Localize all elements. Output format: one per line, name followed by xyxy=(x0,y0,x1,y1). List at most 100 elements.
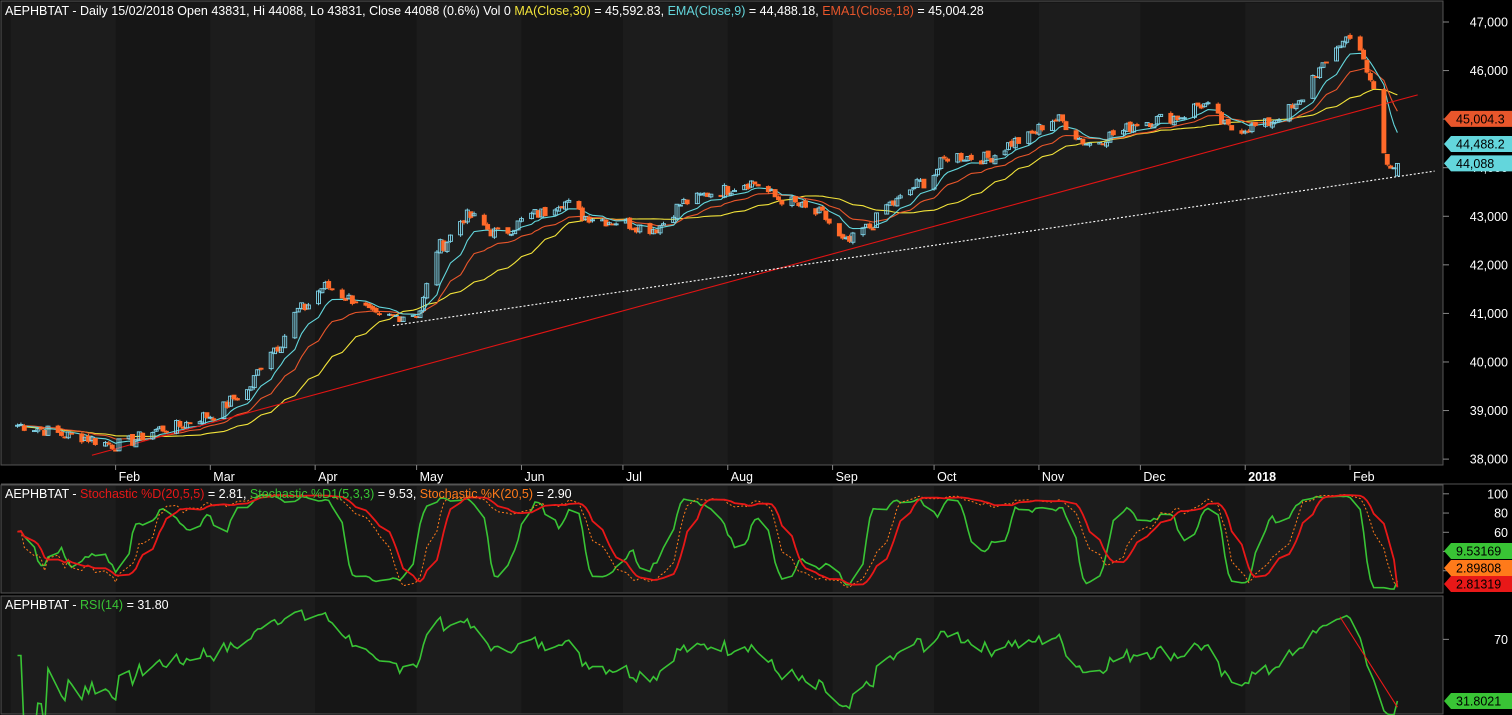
candle[interactable] xyxy=(579,206,585,222)
candle[interactable] xyxy=(228,395,234,407)
candle[interactable] xyxy=(1168,111,1174,125)
candle[interactable] xyxy=(1080,138,1086,146)
candle[interactable] xyxy=(684,199,690,206)
candle[interactable] xyxy=(661,221,666,226)
candle[interactable] xyxy=(654,229,660,234)
candle[interactable] xyxy=(613,222,619,226)
candle[interactable] xyxy=(515,220,521,231)
candle[interactable] xyxy=(1300,99,1306,103)
candle[interactable] xyxy=(140,432,146,441)
candle[interactable] xyxy=(295,307,301,313)
candle[interactable] xyxy=(1317,66,1323,79)
candle[interactable] xyxy=(410,314,416,317)
candle[interactable] xyxy=(1286,104,1292,123)
candle[interactable] xyxy=(59,430,64,437)
candle[interactable] xyxy=(914,177,920,188)
candle[interactable] xyxy=(989,157,995,163)
candle[interactable] xyxy=(1388,164,1394,169)
candle[interactable] xyxy=(542,206,548,217)
candle[interactable] xyxy=(1205,101,1211,106)
candle[interactable] xyxy=(434,250,440,287)
candle[interactable] xyxy=(725,185,731,196)
candle[interactable] xyxy=(278,346,284,354)
candle[interactable] xyxy=(958,152,964,163)
candle[interactable] xyxy=(224,400,230,409)
candle[interactable] xyxy=(197,420,203,425)
candle[interactable] xyxy=(133,439,139,448)
candle[interactable] xyxy=(674,203,680,221)
candle[interactable] xyxy=(1391,167,1397,170)
candle[interactable] xyxy=(820,205,825,211)
candle[interactable] xyxy=(393,314,399,317)
candle[interactable] xyxy=(255,369,261,376)
candle[interactable] xyxy=(935,168,940,177)
candle[interactable] xyxy=(1009,139,1015,148)
candle[interactable] xyxy=(508,233,514,237)
candle[interactable] xyxy=(417,309,423,319)
candle[interactable] xyxy=(941,154,947,160)
candle[interactable] xyxy=(776,195,781,201)
candle[interactable] xyxy=(840,233,846,240)
candle[interactable] xyxy=(187,422,193,425)
candle[interactable] xyxy=(21,423,27,432)
candle[interactable] xyxy=(1344,36,1350,45)
candle[interactable] xyxy=(1357,35,1363,51)
candle[interactable] xyxy=(884,203,890,215)
candle[interactable] xyxy=(62,436,68,439)
candle[interactable] xyxy=(931,173,937,191)
candle[interactable] xyxy=(86,433,92,444)
candle[interactable] xyxy=(1127,121,1133,134)
candle[interactable] xyxy=(150,431,156,441)
candle[interactable] xyxy=(184,420,190,429)
candle[interactable] xyxy=(79,432,85,444)
candle[interactable] xyxy=(826,218,832,225)
candle[interactable] xyxy=(505,227,511,235)
candle[interactable] xyxy=(106,441,112,446)
candle[interactable] xyxy=(1202,103,1208,108)
candle[interactable] xyxy=(1225,118,1231,126)
candle[interactable] xyxy=(1060,114,1066,123)
candle[interactable] xyxy=(985,150,991,160)
candle[interactable] xyxy=(349,295,355,306)
candle[interactable] xyxy=(779,199,785,207)
candle[interactable] xyxy=(441,239,447,252)
candle[interactable] xyxy=(248,386,254,392)
candle[interactable] xyxy=(519,216,524,223)
candle[interactable] xyxy=(847,234,852,244)
support-trendline[interactable] xyxy=(91,94,1418,456)
candle[interactable] xyxy=(850,231,856,245)
candle[interactable] xyxy=(732,188,737,193)
candle[interactable] xyxy=(529,211,535,220)
candle[interactable] xyxy=(891,200,896,207)
candle[interactable] xyxy=(694,192,700,205)
candle[interactable] xyxy=(1049,119,1055,131)
candle[interactable] xyxy=(424,282,430,300)
candle[interactable] xyxy=(1296,99,1302,105)
candle[interactable] xyxy=(1320,62,1326,69)
dotted-trendline[interactable] xyxy=(392,170,1435,327)
candle[interactable] xyxy=(234,397,240,401)
candle[interactable] xyxy=(42,429,48,436)
candle[interactable] xyxy=(562,200,568,211)
candle[interactable] xyxy=(35,428,41,434)
candle[interactable] xyxy=(1002,149,1008,156)
candle[interactable] xyxy=(590,218,595,223)
candle[interactable] xyxy=(1039,124,1045,132)
candle[interactable] xyxy=(982,151,988,165)
candle[interactable] xyxy=(353,300,359,304)
candle[interactable] xyxy=(1154,115,1160,125)
candle[interactable] xyxy=(627,217,633,231)
candle[interactable] xyxy=(718,194,724,197)
candle[interactable] xyxy=(1026,131,1032,146)
candle[interactable] xyxy=(921,178,927,189)
candle[interactable] xyxy=(38,426,44,431)
candle[interactable] xyxy=(1290,103,1296,109)
candle[interactable] xyxy=(1239,128,1245,135)
candle[interactable] xyxy=(366,302,372,309)
candle[interactable] xyxy=(512,229,518,235)
candle[interactable] xyxy=(339,288,345,299)
candle[interactable] xyxy=(1151,124,1157,129)
candle[interactable] xyxy=(268,351,274,371)
rsi-trendline[interactable] xyxy=(1339,616,1398,708)
candle[interactable] xyxy=(1131,123,1137,134)
